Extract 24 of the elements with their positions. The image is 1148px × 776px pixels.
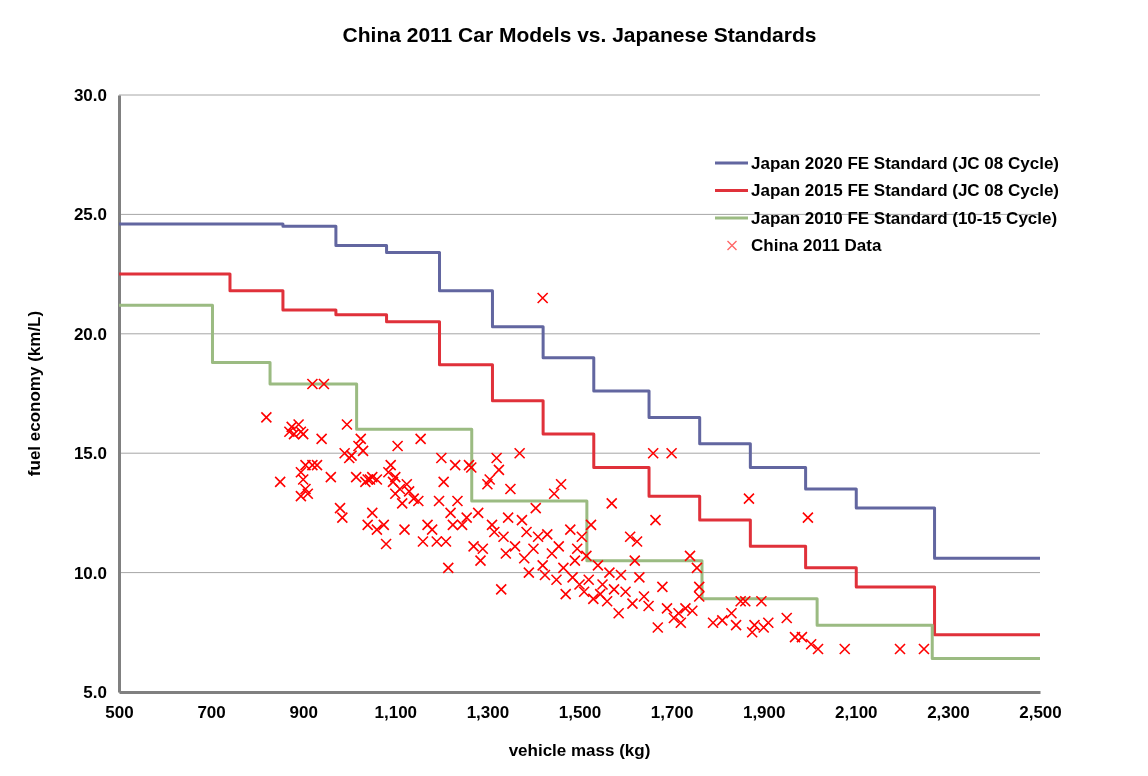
x-tick-label: 1,300 — [466, 703, 510, 723]
x-tick-label: 1,900 — [742, 703, 786, 723]
x-tick-label: 1,100 — [374, 703, 418, 723]
y-tick-label: 30.0 — [73, 85, 107, 105]
y-tick-label: 20.0 — [73, 324, 107, 344]
x-tick-label: 900 — [289, 703, 318, 723]
y-tick-label: 10.0 — [73, 563, 107, 583]
y-tick-label: 5.0 — [83, 682, 107, 702]
chart-title: China 2011 Car Models vs. Japanese Standards — [342, 23, 817, 46]
x-tick-label: 1,700 — [650, 703, 694, 723]
legend-label: Japan 2015 FE Standard (JC 08 Cycle) — [751, 181, 1060, 201]
x-tick-label: 500 — [105, 703, 134, 723]
x-tick-label: 700 — [197, 703, 226, 723]
y-axis-title: fuel economy (km/L) — [25, 310, 44, 477]
x-tick-label: 2,500 — [1019, 703, 1062, 723]
legend-label: Japan 2010 FE Standard (10-15 Cycle) — [751, 208, 1058, 228]
x-tick-label: 1,500 — [558, 703, 602, 723]
x-axis-title: vehicle mass (kg) — [508, 741, 651, 760]
legend-label: Japan 2020 FE Standard (JC 08 Cycle) — [751, 153, 1060, 173]
x-tick-label: 2,300 — [927, 703, 970, 723]
legend-label: China 2011 Data — [751, 236, 882, 256]
x-tick-label: 2,100 — [835, 703, 878, 723]
y-tick-label: 15.0 — [73, 444, 107, 464]
y-tick-label: 25.0 — [73, 205, 107, 225]
